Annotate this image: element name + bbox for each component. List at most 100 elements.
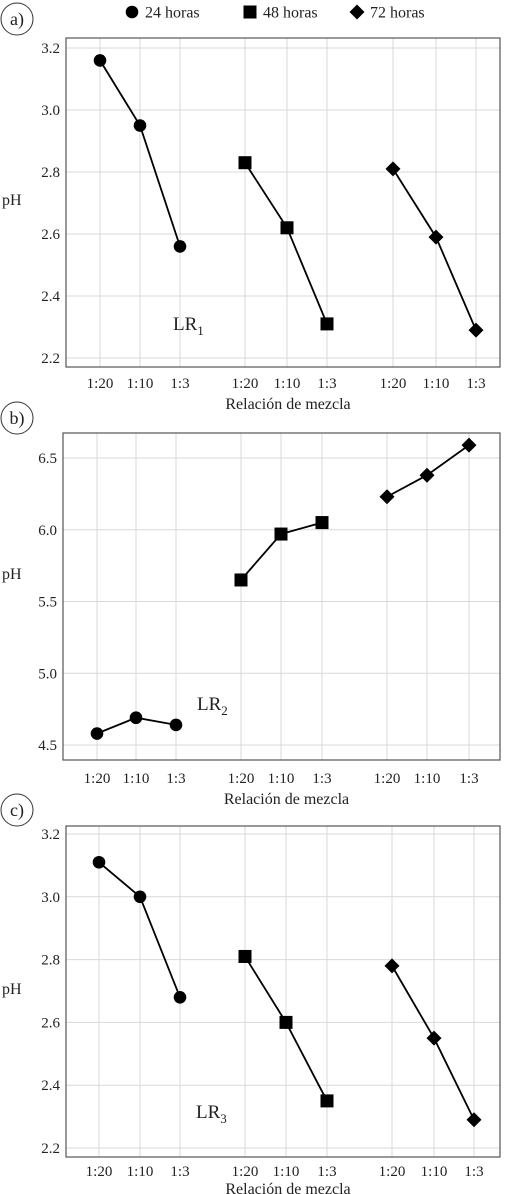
x-tick-label: 1:3 <box>170 376 189 392</box>
y-tick-label: 3.2 <box>41 827 60 843</box>
data-point <box>320 1094 334 1108</box>
chart-panel-1: 2.2 2.4 2.6 2.8 3.0 3.2 1:20 1:10 1:3 1:20 1:10 1:3… <box>0 2 501 413</box>
series-72-horas <box>385 161 484 338</box>
x-tick-label: 1:20 <box>374 771 401 787</box>
annotation-main: LR <box>196 1102 221 1123</box>
series-24-horas <box>92 855 187 1004</box>
data-point <box>384 958 400 974</box>
data-point <box>169 718 183 732</box>
y-tick-label: 2.2 <box>41 351 60 367</box>
grid <box>66 826 500 1157</box>
chart-panel-2: 4.5 5.0 5.5 6.0 6.5 1:20 1:10 1:3 1:20 1:10 1:3 1:2… <box>0 401 501 808</box>
y-tick-label: 4.5 <box>38 738 57 754</box>
x-tick-label: 1:10 <box>123 771 150 787</box>
x-tick-label: 1:20 <box>87 376 114 392</box>
y-tick-label: 6.5 <box>38 451 57 467</box>
x-tick-label: 1:10 <box>414 771 441 787</box>
data-point <box>133 890 147 904</box>
series-line <box>244 162 328 325</box>
x-tick-label: 1:10 <box>127 376 154 392</box>
x-tick-label: 1:10 <box>268 771 295 787</box>
data-point <box>428 229 444 245</box>
data-point <box>274 527 288 541</box>
x-axis-label: Relación de mezcla <box>224 791 349 808</box>
legend-item-3: 72 horas <box>349 4 425 22</box>
x-tick-label: 1:20 <box>86 1164 113 1180</box>
data-point <box>461 437 477 453</box>
data-point <box>280 221 294 235</box>
legend-item-2: 48 horas <box>243 5 318 22</box>
x-tick-label: 1:10 <box>274 376 301 392</box>
data-point <box>426 1030 442 1046</box>
x-tick-label: 1:20 <box>232 376 259 392</box>
x-tick-label: 1:3 <box>166 771 185 787</box>
plot-frame <box>62 432 501 761</box>
y-tick-label: 2.6 <box>41 227 60 243</box>
data-point <box>379 489 395 505</box>
data-point <box>315 516 329 530</box>
chart-annotation: LR2 <box>197 694 228 718</box>
x-tick-label: 1:10 <box>421 1164 448 1180</box>
legend: 24 horas 48 horas 72 horas <box>125 4 425 22</box>
x-tick-label: 1:10 <box>127 1164 154 1180</box>
annotation-subscript: 3 <box>220 1111 227 1126</box>
y-tick-label: 6.0 <box>38 523 57 539</box>
annotation-main: LR <box>197 694 222 715</box>
x-tick-label: 1:20 <box>232 1164 259 1180</box>
series-48-horas <box>238 949 334 1108</box>
annotation-main: LR <box>173 314 198 335</box>
series-72-horas <box>379 437 477 505</box>
y-tick-label: 2.8 <box>41 953 60 969</box>
x-tick-label: 1:3 <box>317 376 336 392</box>
data-point <box>234 573 248 587</box>
legend-item-1: 24 horas <box>125 5 200 22</box>
series-72-horas <box>384 958 482 1128</box>
plot-frame <box>65 825 501 1158</box>
data-point <box>419 467 435 483</box>
data-point <box>468 322 484 338</box>
x-tick-label: 1:20 <box>379 1164 406 1180</box>
grid <box>66 38 500 367</box>
y-tick-label: 2.4 <box>41 1078 60 1094</box>
legend-marker-square <box>243 5 257 19</box>
y-axis-label: pH <box>2 566 22 583</box>
data-point <box>238 949 252 963</box>
data-point <box>133 119 147 132</box>
legend-label: 24 horas <box>145 5 200 22</box>
x-tick-label: 1:3 <box>312 771 331 787</box>
data-point <box>238 156 252 170</box>
data-point <box>92 855 106 869</box>
panel-label-circle <box>0 2 34 36</box>
series-24-horas <box>90 711 183 740</box>
y-tick-label: 2.2 <box>41 1141 60 1157</box>
chart-annotation: LR3 <box>196 1102 227 1126</box>
plot-frame <box>65 37 501 368</box>
panel-label-circle <box>0 401 34 435</box>
x-tick-label: 1:10 <box>423 376 450 392</box>
y-tick-label: 3.0 <box>41 103 60 119</box>
chart-annotation: LR1 <box>173 314 204 338</box>
x-tick-label: 1:20 <box>380 376 407 392</box>
x-tick-label: 1:3 <box>466 376 485 392</box>
panel-label: a) <box>10 9 24 30</box>
x-tick-label: 1:3 <box>459 771 478 787</box>
legend-label: 72 horas <box>370 5 425 22</box>
data-point <box>466 1112 482 1128</box>
annotation-subscript: 1 <box>197 323 204 338</box>
y-tick-label: 3.2 <box>41 41 60 57</box>
chart-panel-3: 2.2 2.4 2.6 2.8 3.0 3.2 1:20 1:10 1:3 1:20 1:10 1:3… <box>0 793 501 1194</box>
y-tick-label: 5.0 <box>38 666 57 682</box>
legend-marker-circle <box>125 5 139 19</box>
panel-label-circle <box>0 793 34 827</box>
y-tick-label: 2.4 <box>41 289 60 305</box>
data-point <box>320 317 334 331</box>
panel-label: b) <box>10 408 25 429</box>
y-axis-label: pH <box>2 192 22 209</box>
legend-marker-diamond <box>349 4 365 20</box>
series-24-horas <box>93 54 187 253</box>
x-tick-label: 1:3 <box>317 1164 336 1180</box>
data-point <box>173 240 187 253</box>
series-48-horas <box>238 156 334 331</box>
x-axis-label: Relación de mezcla <box>225 396 350 413</box>
